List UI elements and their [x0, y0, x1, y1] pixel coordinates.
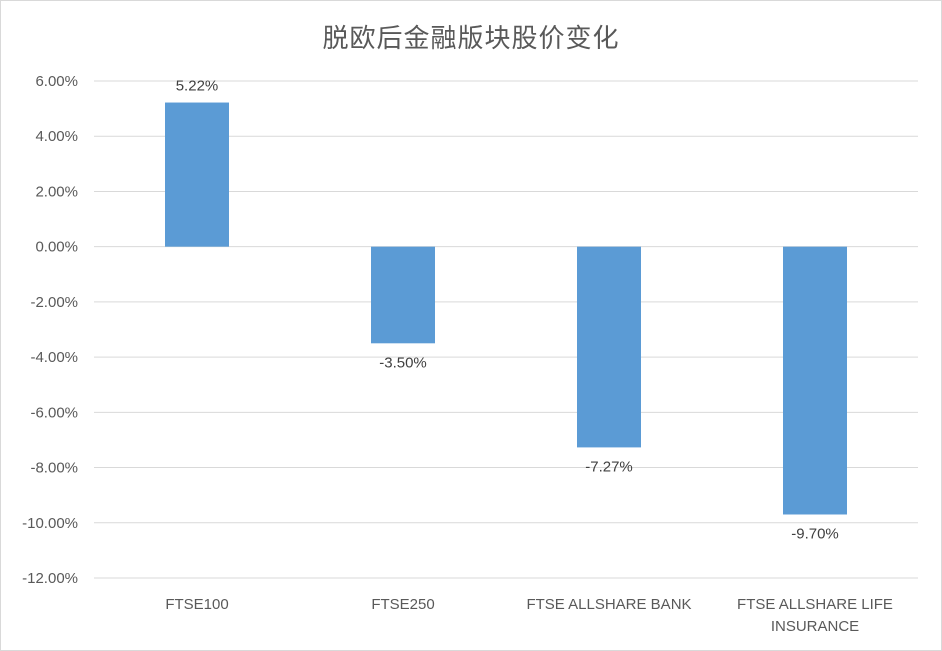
category-label: INSURANCE [771, 618, 859, 635]
bars [165, 102, 847, 515]
bar [577, 246, 641, 448]
y-tick-label: -2.00% [30, 294, 78, 311]
gridlines [94, 80, 918, 579]
x-axis-category-labels: FTSE100 FTSE250 FTSE ALLSHARE BANK FTSE ALL… [165, 596, 893, 635]
bar [165, 102, 229, 247]
y-axis-tick-labels: 6.00% 4.00% 2.00% 0.00% -2.00% -4.00% -6.00% -8… [22, 73, 78, 587]
y-tick-label: 6.00% [35, 73, 78, 90]
category-label: FTSE ALLSHARE BANK [526, 596, 691, 613]
data-label: -7.27% [585, 458, 633, 475]
y-tick-label: 4.00% [35, 128, 78, 145]
y-tick-label: -8.00% [30, 460, 78, 477]
category-label: FTSE100 [165, 596, 228, 613]
y-tick-label: 2.00% [35, 183, 78, 200]
data-label: 5.22% [176, 78, 219, 95]
y-tick-label: -10.00% [22, 515, 78, 532]
y-tick-label: -12.00% [22, 570, 78, 587]
y-tick-label: 0.00% [35, 239, 78, 256]
data-labels: 5.22% -3.50% -7.27% -9.70% [176, 78, 839, 543]
chart-title: 脱欧后金融版块股价变化 [322, 24, 620, 54]
category-label: FTSE250 [371, 596, 434, 613]
y-tick-label: -6.00% [30, 404, 78, 421]
data-label: -3.50% [379, 354, 427, 371]
data-label: -9.70% [791, 525, 839, 542]
y-tick-label: -4.00% [30, 349, 78, 366]
bar [371, 246, 435, 344]
category-label: FTSE ALLSHARE LIFE [737, 596, 893, 613]
bar [783, 246, 847, 515]
